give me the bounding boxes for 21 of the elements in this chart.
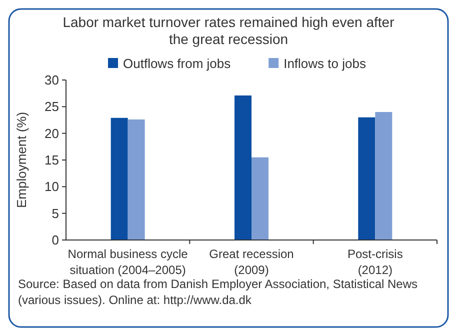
y-tick-label: 30 [44,72,59,88]
chart-title: Labor market turnover rates remained high even after the great recession [62,14,395,47]
y-tick-label: 10 [44,179,59,194]
legend-label: Inflows to jobs [284,56,366,71]
bar [110,118,128,240]
y-tick-label: 15 [44,152,59,168]
y-axis-title: Employment (%) [14,112,29,208]
bar [252,157,268,240]
y-tick-label: 20 [44,126,59,141]
bar [128,119,145,240]
x-tick-label: Great recession (2009) [209,247,294,277]
bar [375,112,392,240]
y-tick-label: 5 [52,206,59,221]
bar [234,95,252,240]
y-tick-label: 0 [52,232,59,248]
y-tick-label: 25 [44,99,59,114]
source-note: Source: Based on data from Danish Employer Association, Statistical News (various issues). Online at: http://www.da.dk [18,277,418,307]
x-tick-label: Normal business cycle situation (2004–2005) [68,247,188,277]
x-tick-label: Post-crisis (2012) [347,247,403,277]
bar [358,117,376,240]
legend-label: Outflows from jobs [123,56,232,71]
